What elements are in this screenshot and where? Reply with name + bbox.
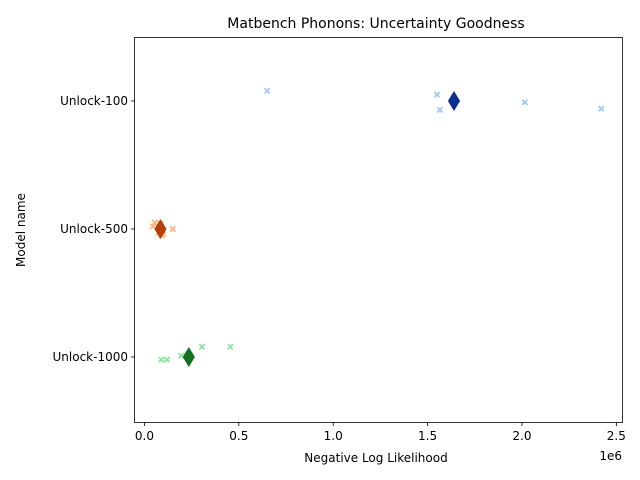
chart-title: Matbench Phonons: Uncertainty Goodness xyxy=(227,16,524,32)
data-point xyxy=(149,223,157,230)
data-point xyxy=(263,87,271,94)
data-point xyxy=(198,343,206,350)
y-tick-label: Unlock-500 xyxy=(60,222,128,236)
x-axis: 0.0 0.5 1.0 1.5 2.0 2.5 xyxy=(135,422,626,443)
data-point xyxy=(151,219,159,226)
y-tick-label: Unlock-100 xyxy=(60,94,128,108)
y-axis-label: Model name xyxy=(14,193,28,267)
plot-frame xyxy=(134,37,623,423)
data-point xyxy=(178,352,185,359)
mean-marker xyxy=(154,219,167,239)
data-point xyxy=(227,343,234,350)
x-offset-label: 1e6 xyxy=(599,449,622,463)
data-point xyxy=(169,225,176,233)
data-point xyxy=(521,99,529,106)
x-tick-label: 1.5 xyxy=(418,429,437,443)
mean-marker xyxy=(447,91,461,111)
x-tick-label: 0.5 xyxy=(229,429,248,443)
mean-marker xyxy=(182,347,195,367)
plot-area xyxy=(149,87,605,367)
data-point xyxy=(163,356,171,363)
x-axis-label: Negative Log Likelihood xyxy=(304,451,447,465)
data-point xyxy=(598,105,605,112)
x-tick-label: 2.0 xyxy=(512,429,531,443)
data-point xyxy=(436,106,444,114)
y-axis: Unlock-100 Unlock-500 Unlock-1000 xyxy=(53,94,135,364)
data-point xyxy=(433,91,441,98)
x-tick-label: 2.5 xyxy=(607,429,626,443)
x-tick-label: 0.0 xyxy=(135,429,154,443)
data-point xyxy=(158,356,165,363)
x-tick-label: 1.0 xyxy=(324,429,343,443)
y-tick-label: Unlock-1000 xyxy=(53,350,128,364)
